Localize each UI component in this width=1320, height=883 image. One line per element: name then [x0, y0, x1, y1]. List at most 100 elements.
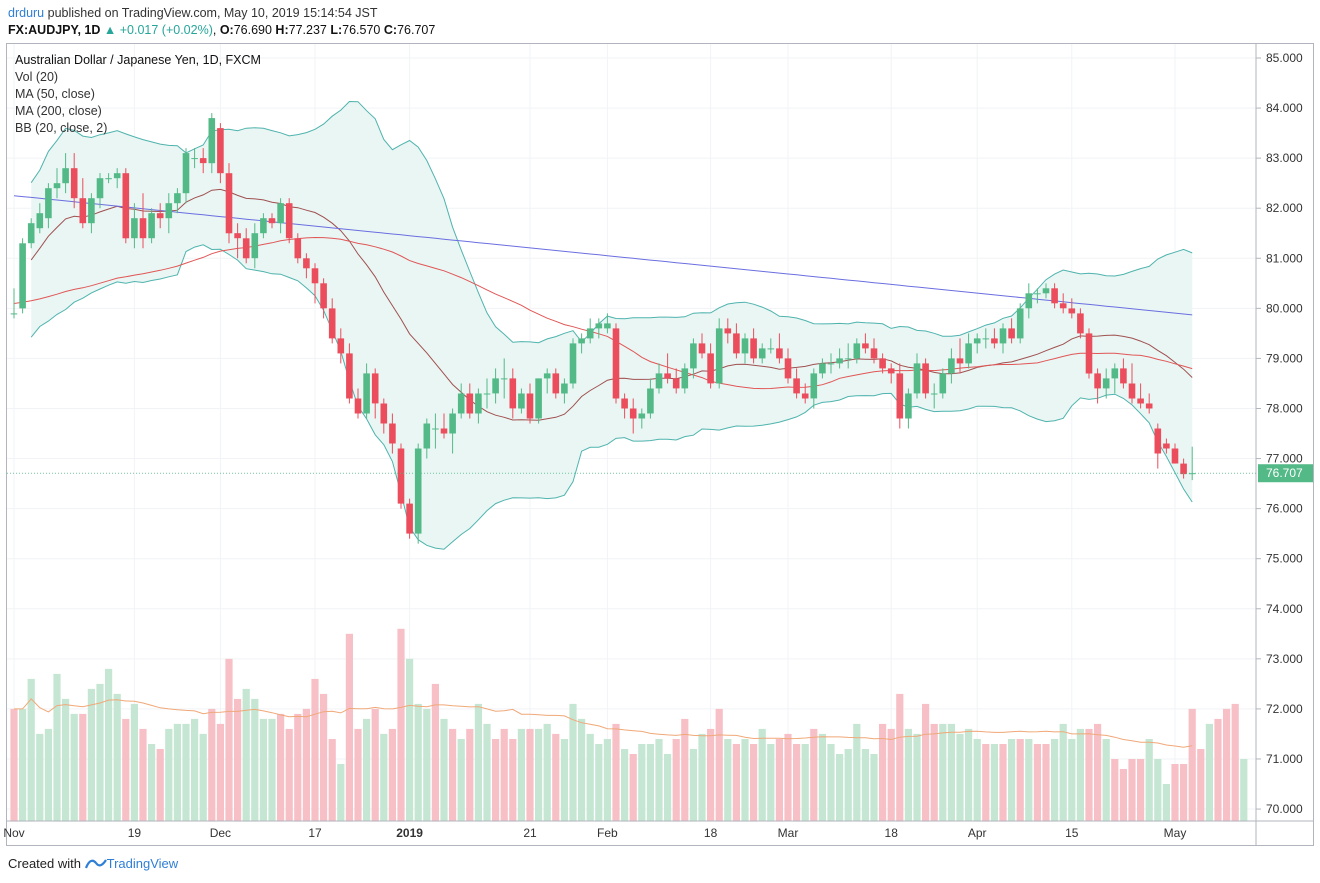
volume-bar — [732, 744, 740, 822]
legend-bb[interactable]: BB (20, close, 2) — [15, 121, 108, 135]
change-value: +0.017 (+0.02%) — [119, 23, 213, 37]
volume-bar — [750, 744, 758, 822]
candle-body — [414, 448, 422, 534]
volume-ma-line — [14, 698, 1193, 748]
volume-bar — [148, 744, 156, 822]
candle-body — [217, 128, 224, 174]
volume-bar — [311, 678, 319, 822]
legend-vol[interactable]: Vol (20) — [15, 70, 59, 84]
candle-body — [397, 448, 405, 504]
volume-bar — [1111, 759, 1119, 822]
candle-body — [922, 363, 929, 394]
volume-bar — [268, 718, 276, 822]
candle-body — [956, 358, 964, 364]
candle-body — [518, 393, 525, 409]
candle-body — [862, 343, 869, 349]
candle-body — [260, 218, 267, 234]
price-tick-label: 73.000 — [1266, 652, 1303, 666]
candle-body — [251, 233, 259, 259]
candle-body — [991, 338, 998, 344]
legend-ma50[interactable]: MA (50, close) — [15, 87, 95, 101]
volume-bar — [569, 703, 577, 822]
time-tick-label: 2019 — [396, 826, 423, 840]
price-tick-label: 74.000 — [1266, 602, 1303, 616]
volume-bar — [827, 744, 835, 822]
candle-body — [707, 353, 714, 384]
open-label: O: — [219, 23, 234, 37]
volume-bar — [1025, 739, 1033, 822]
candle-body — [294, 238, 302, 259]
ma200-line — [13, 195, 1193, 316]
volume-bar — [784, 733, 792, 822]
candle-body — [664, 373, 671, 379]
candle-body — [96, 178, 104, 199]
candle-body — [380, 403, 388, 424]
price-tick-label: 72.000 — [1266, 702, 1303, 716]
volume-bar — [707, 728, 715, 822]
candle-body — [311, 268, 319, 284]
bollinger-bands — [30, 100, 1193, 550]
volume-bar — [182, 723, 190, 822]
candle-body — [724, 328, 732, 334]
tradingview-link[interactable]: TradingView — [106, 856, 179, 871]
candle-body — [268, 218, 276, 224]
candle-body — [225, 173, 233, 234]
candle-body — [1102, 378, 1110, 389]
volume-bar — [423, 708, 431, 822]
candle-body — [1137, 398, 1144, 404]
time-tick-label: 19 — [128, 826, 142, 840]
candle-body — [1077, 313, 1084, 334]
candle-body — [578, 338, 585, 344]
candle-body — [1163, 443, 1170, 449]
volume-bar — [947, 723, 955, 822]
volume-bars — [10, 628, 1248, 822]
candle-body — [139, 218, 147, 239]
footer: Created with TradingView — [8, 856, 178, 871]
volume-bar — [552, 733, 560, 822]
candle-body — [113, 173, 121, 179]
candle-body — [182, 153, 190, 194]
volume-bar — [672, 739, 680, 822]
volume-ma — [14, 698, 1193, 748]
volume-bar — [10, 708, 18, 822]
volume-bar — [578, 718, 586, 822]
volume-bar — [328, 739, 336, 822]
volume-bar — [595, 744, 603, 822]
author-link[interactable]: drduru — [8, 6, 45, 20]
volume-bar — [156, 749, 164, 822]
volume-bar — [363, 718, 371, 822]
candle-body — [715, 328, 723, 384]
price-tick-label: 71.000 — [1266, 752, 1303, 766]
volume-bar — [517, 728, 525, 822]
volume-bar — [509, 739, 517, 822]
symbol-label: FX:AUDJPY, 1D — [8, 23, 101, 37]
volume-bar — [801, 744, 809, 822]
volume-bar — [259, 718, 267, 822]
candle-body — [853, 343, 861, 359]
volume-bar — [922, 703, 930, 822]
candle-body — [156, 213, 164, 219]
price-tick-label: 80.000 — [1266, 301, 1303, 315]
candle-body — [45, 188, 52, 219]
volume-bar — [1223, 708, 1231, 822]
volume-bar — [1214, 718, 1222, 822]
created-with: Created with — [8, 856, 81, 871]
time-tick-label: May — [1164, 826, 1187, 840]
candle-body — [526, 393, 534, 419]
candle-body — [1016, 308, 1024, 339]
volume-bar — [302, 708, 310, 822]
candle-body — [870, 348, 878, 359]
legend-ma200[interactable]: MA (200, close) — [15, 104, 102, 118]
candle-body — [535, 378, 542, 419]
volume-bar — [1068, 739, 1076, 822]
candle-body — [836, 358, 843, 364]
candle-body — [905, 393, 912, 419]
candle-body — [561, 383, 568, 394]
candle-body — [492, 378, 499, 394]
candle-body — [457, 393, 465, 414]
volume-bar — [354, 728, 362, 822]
volume-bar — [1137, 759, 1145, 822]
chart-frame — [6, 43, 1314, 846]
open-value: 76.690 — [233, 23, 272, 37]
